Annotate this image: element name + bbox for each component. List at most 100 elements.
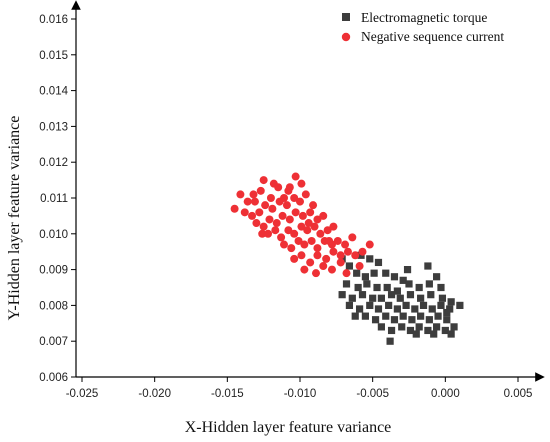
y-tick-label: 0.012	[39, 157, 68, 169]
x-tick-label: 0.005	[504, 388, 533, 400]
legend-marker-negative-sequence-current	[341, 32, 351, 42]
data-point-negative-sequence-current	[236, 190, 245, 199]
data-point-negative-sequence-current	[255, 208, 264, 217]
data-point-negative-sequence-current	[336, 251, 345, 260]
data-point-negative-sequence-current	[310, 222, 319, 231]
data-point-negative-sequence-current	[306, 208, 315, 217]
data-point-negative-sequence-current	[230, 204, 239, 213]
legend: Electromagnetic torque Negative sequence…	[341, 10, 504, 44]
data-point-electromagnetic-torque	[342, 280, 351, 288]
data-point-negative-sequence-current	[278, 211, 287, 220]
y-tick-label: 0.008	[39, 300, 68, 312]
data-point-negative-sequence-current	[282, 201, 291, 210]
data-point-electromagnetic-torque	[441, 326, 449, 335]
x-axis-title: X-Hidden layer feature variance	[185, 419, 392, 436]
data-point-negative-sequence-current	[284, 226, 293, 235]
data-point-negative-sequence-current	[252, 219, 261, 228]
data-point-electromagnetic-torque	[443, 308, 451, 317]
data-point-negative-sequence-current	[329, 247, 338, 256]
y-tick-label: 0.014	[39, 86, 68, 98]
data-point-electromagnetic-torque	[399, 276, 407, 284]
data-point-electromagnetic-torque	[433, 323, 441, 331]
data-point-electromagnetic-torque	[417, 312, 425, 320]
data-point-electromagnetic-torque	[447, 298, 455, 306]
data-point-electromagnetic-torque	[387, 291, 396, 299]
data-point-electromagnetic-torque	[361, 273, 369, 281]
data-point-electromagnetic-torque	[348, 294, 356, 302]
data-point-electromagnetic-torque	[437, 283, 445, 292]
data-point-electromagnetic-torque	[437, 301, 445, 309]
data-point-negative-sequence-current	[291, 208, 300, 217]
data-point-negative-sequence-current	[306, 258, 315, 267]
data-point-electromagnetic-torque	[345, 262, 354, 270]
data-point-negative-sequence-current	[319, 262, 328, 271]
data-point-electromagnetic-torque	[390, 316, 399, 324]
data-point-electromagnetic-torque	[425, 280, 433, 288]
data-point-electromagnetic-torque	[377, 323, 385, 331]
data-point-negative-sequence-current	[327, 265, 336, 274]
data-point-electromagnetic-torque	[353, 269, 361, 277]
data-point-electromagnetic-torque	[405, 280, 413, 288]
data-point-negative-sequence-current	[275, 197, 284, 206]
data-point-electromagnetic-torque	[438, 294, 447, 302]
data-point-electromagnetic-torque	[351, 312, 359, 320]
legend-label-negative-sequence-current: Negative sequence current	[361, 29, 504, 44]
y-tick-label: 0.010	[39, 229, 68, 241]
x-tick-label: -0.010	[284, 388, 317, 400]
data-point-negative-sequence-current	[319, 211, 328, 220]
data-point-negative-sequence-current	[258, 229, 267, 238]
data-point-electromagnetic-torque	[366, 301, 374, 309]
x-tick-label: -0.020	[138, 388, 171, 400]
data-point-negative-sequence-current	[311, 269, 320, 278]
data-points	[230, 172, 464, 345]
data-point-electromagnetic-torque	[386, 337, 394, 345]
data-point-electromagnetic-torque	[366, 255, 374, 263]
data-point-negative-sequence-current	[355, 262, 364, 271]
data-point-electromagnetic-torque	[406, 326, 415, 335]
data-point-electromagnetic-torque	[387, 326, 396, 335]
data-point-negative-sequence-current	[323, 226, 332, 235]
axes	[71, 0, 545, 382]
data-point-electromagnetic-torque	[370, 269, 378, 277]
data-point-negative-sequence-current	[248, 211, 257, 220]
data-point-negative-sequence-current	[297, 251, 306, 260]
y-tick-label: 0.011	[40, 193, 68, 205]
data-point-negative-sequence-current	[316, 229, 325, 238]
data-point-electromagnetic-torque	[415, 323, 423, 331]
data-point-negative-sequence-current	[329, 222, 338, 231]
data-point-electromagnetic-torque	[377, 294, 385, 302]
data-point-electromagnetic-torque	[354, 283, 362, 292]
data-point-electromagnetic-torque	[425, 316, 433, 324]
data-point-electromagnetic-torque	[434, 312, 442, 320]
y-tick-label: 0.006	[39, 372, 68, 384]
data-point-negative-sequence-current	[269, 179, 278, 188]
data-point-negative-sequence-current	[313, 244, 322, 253]
data-point-negative-sequence-current	[336, 258, 345, 267]
y-axis-title: Y-Hidden layer feature variance	[6, 116, 23, 321]
y-ticks: 0.006 0.007 0.008 0.009 0.010 0.011 0.012 0.013…	[39, 14, 76, 384]
data-point-negative-sequence-current	[300, 265, 309, 274]
data-point-negative-sequence-current	[261, 201, 270, 210]
data-point-negative-sequence-current	[268, 204, 277, 213]
data-point-negative-sequence-current	[300, 240, 309, 249]
data-point-electromagnetic-torque	[408, 316, 416, 324]
data-point-electromagnetic-torque	[371, 316, 380, 324]
x-ticks: -0.025 -0.020 -0.015 -0.010 -0.005 0.000 0.005	[66, 377, 533, 400]
data-point-negative-sequence-current	[243, 197, 252, 206]
data-point-electromagnetic-torque	[382, 312, 390, 320]
data-point-electromagnetic-torque	[411, 305, 419, 313]
data-point-negative-sequence-current	[351, 251, 360, 260]
data-point-negative-sequence-current	[290, 254, 299, 263]
data-point-electromagnetic-torque	[419, 301, 428, 309]
data-point-electromagnetic-torque	[398, 323, 406, 331]
data-point-electromagnetic-torque	[415, 283, 423, 292]
data-point-negative-sequence-current	[291, 172, 300, 181]
data-point-negative-sequence-current	[303, 226, 312, 235]
data-point-electromagnetic-torque	[390, 273, 399, 281]
y-tick-label: 0.009	[39, 265, 68, 277]
data-point-electromagnetic-torque	[450, 323, 458, 331]
data-point-electromagnetic-torque	[403, 266, 412, 274]
data-point-negative-sequence-current	[284, 186, 293, 195]
data-point-electromagnetic-torque	[374, 258, 383, 267]
